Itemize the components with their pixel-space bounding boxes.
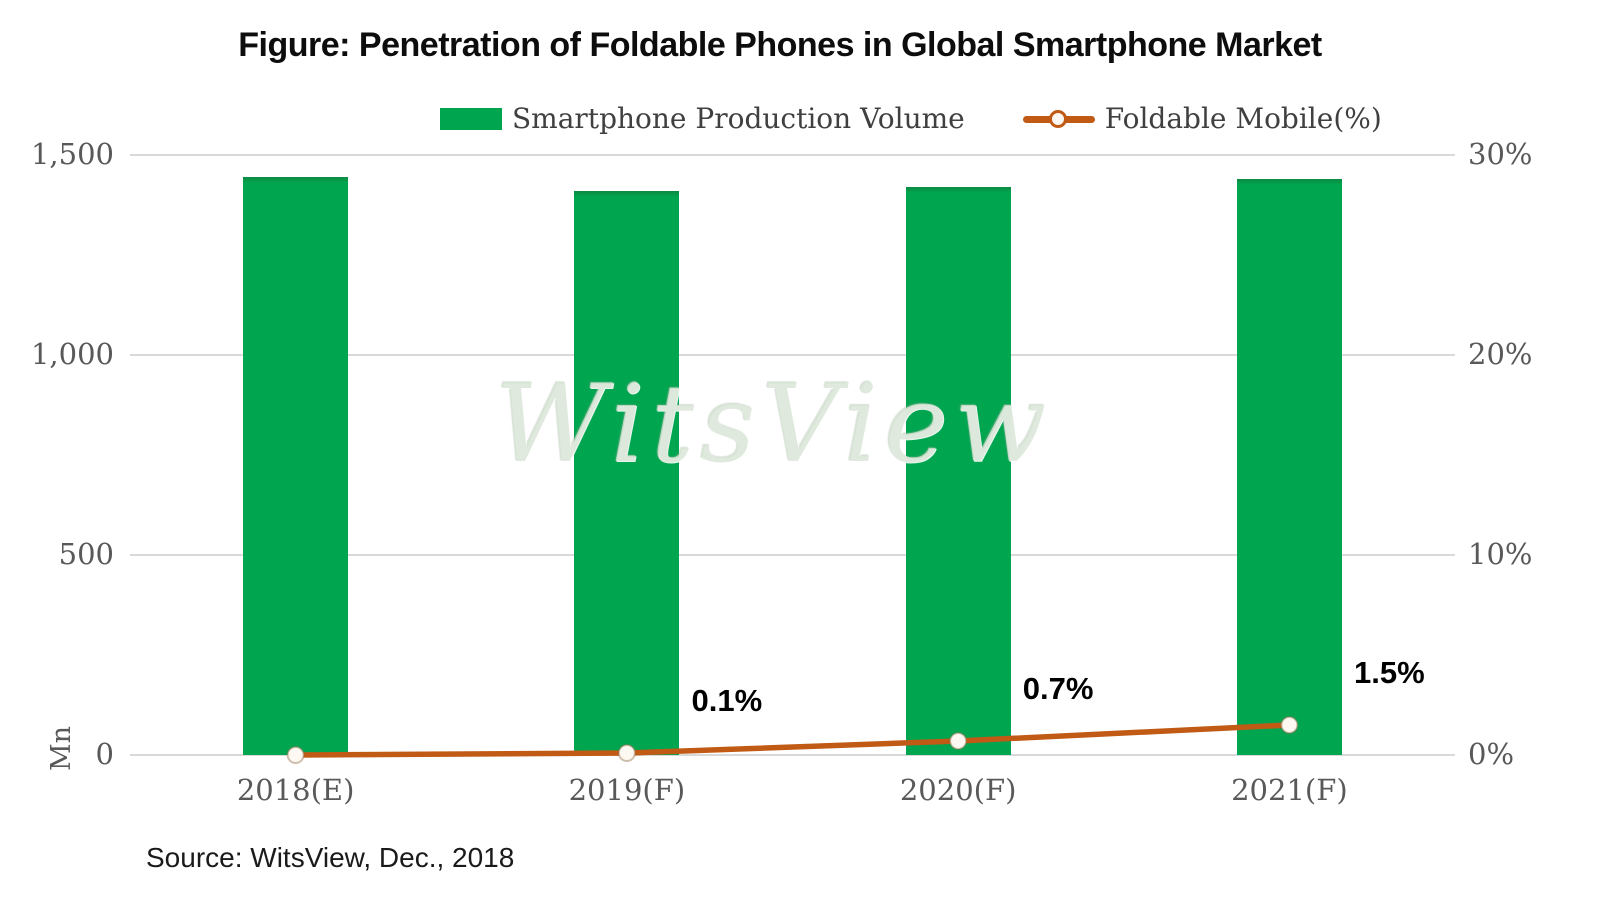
legend-label-foldable: Foldable Mobile(%): [1104, 102, 1382, 135]
y-axis-right-tick: 30%: [1468, 137, 1533, 171]
bar-2018(E): [243, 177, 349, 755]
foldable-trend-line: [286, 716, 1299, 764]
line-marker-2020(F): [949, 732, 968, 750]
plot-area: [130, 154, 1455, 764]
gridline: [130, 154, 1455, 156]
bar-2021(F): [1236, 179, 1342, 755]
legend-marker-icon: [1048, 109, 1067, 128]
line-marker-2018(E): [286, 746, 305, 764]
line-marker-2021(F): [1280, 716, 1299, 734]
data-label-2019(F): 0.1%: [691, 683, 763, 718]
y-axis-right-tick: 0%: [1468, 737, 1515, 771]
data-label-2021(F): 1.5%: [1354, 655, 1425, 690]
data-label-2020(F): 0.7%: [1022, 671, 1094, 706]
x-axis-tick-2021(F): 2021(F): [1231, 773, 1348, 807]
x-axis-tick-2019(F): 2019(F): [568, 773, 686, 807]
y-axis-right-tick: 10%: [1468, 537, 1533, 571]
y-axis-left-tick: 1,000: [30, 337, 114, 371]
y-axis-right-tick: 20%: [1468, 337, 1533, 371]
bar-2020(F): [905, 187, 1011, 755]
legend: Smartphone Production Volume Foldable Mo…: [440, 102, 1382, 135]
legend-item-production: Smartphone Production Volume: [440, 102, 965, 135]
line-marker-swatch-icon: [1022, 109, 1095, 128]
source-note: Source: WitsView, Dec., 2018: [146, 842, 515, 873]
chart-title: Figure: Penetration of Foldable Phones i…: [238, 26, 1322, 64]
legend-item-foldable: Foldable Mobile(%): [1022, 102, 1382, 135]
gridline: [130, 354, 1455, 356]
line-marker-2019(F): [617, 744, 636, 762]
x-axis-tick-2018(E): 2018(E): [236, 773, 355, 807]
gridline: [130, 554, 1455, 556]
legend-label-production: Smartphone Production Volume: [512, 102, 965, 135]
trend-line-path: [292, 722, 1293, 758]
x-axis-tick-2020(F): 2020(F): [899, 773, 1017, 807]
bar-2019(F): [574, 191, 680, 755]
bar-swatch-icon: [440, 107, 502, 130]
y-axis-left-tick: 0: [95, 737, 114, 771]
y-axis-left-tick: 1,500: [30, 137, 114, 171]
y-axis-left-tick: 500: [58, 537, 114, 571]
gridline: [130, 754, 1455, 756]
